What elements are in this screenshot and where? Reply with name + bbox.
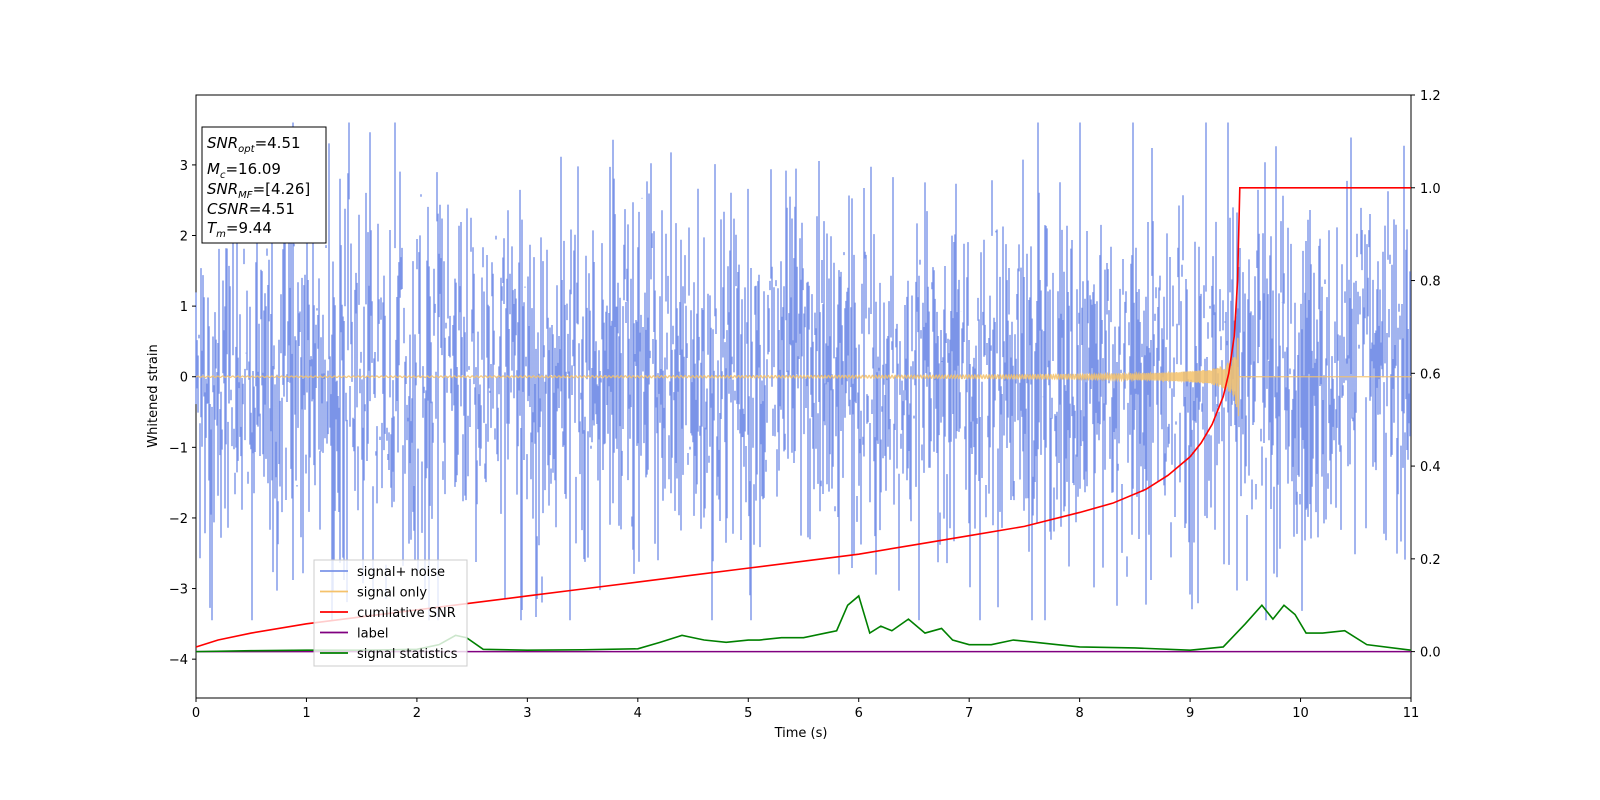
y2-tick-label: 1.0 <box>1420 182 1441 197</box>
x-tick-label: 4 <box>634 706 642 721</box>
info-snr-opt: SNRopt=4.51 <box>207 134 301 155</box>
x-tick-label: 6 <box>855 706 863 721</box>
x-tick-label: 0 <box>192 706 200 721</box>
legend-item-cumulative-snr: cumilative SNR <box>357 606 456 621</box>
info-tm: Tm=9.44 <box>207 219 272 240</box>
y2-tick-label: 0.0 <box>1420 646 1441 661</box>
y-tick-label: −1 <box>169 441 188 456</box>
y-tick-label: −2 <box>169 512 188 527</box>
y-tick-label: 0 <box>180 371 188 386</box>
x-axis-title: Time (s) <box>774 726 828 741</box>
y2-tick-label: 0.4 <box>1420 460 1441 475</box>
y2-tick-label: 0.8 <box>1420 275 1441 290</box>
x-tick-label: 3 <box>523 706 531 721</box>
y-axis-title: Whitened strain <box>146 344 161 447</box>
y-tick-label: −3 <box>169 583 188 598</box>
y2-tick-label: 0.6 <box>1420 367 1441 382</box>
legend-frame <box>313 559 468 667</box>
x-tick-label: 2 <box>413 706 421 721</box>
y-tick-label: 1 <box>180 300 188 315</box>
legend-item-label: label <box>357 627 388 642</box>
x-tick-label: 1 <box>302 706 310 721</box>
series-signal-only <box>195 337 1411 417</box>
y-tick-label: 2 <box>180 230 188 245</box>
legend-item-signal-statistics: signal statistics <box>357 647 458 662</box>
info-csnr: CSNR=4.51 <box>207 200 295 218</box>
legend: signal+ noise signal only cumilative SNR la… <box>313 559 468 667</box>
axes-layer: 0 1 2 3 4 5 6 7 8 9 10 11 −4 −3 −2 −1 0 1 2 3 0.0 0.2 0.4 0.6 0.… <box>169 89 1441 721</box>
y2-tick-label: 1.2 <box>1420 89 1441 104</box>
x-tick-label: 7 <box>965 706 973 721</box>
x-tick-label: 5 <box>744 706 752 721</box>
info-box: SNRopt=4.51 Mc=16.09 SNRMF=[4.26] CSNR=4… <box>201 126 327 244</box>
y-tick-label: −4 <box>169 653 188 668</box>
series-signal-statistics <box>195 594 1412 653</box>
x-tick-label: 10 <box>1292 706 1309 721</box>
legend-item-signal-noise: signal+ noise <box>357 565 445 580</box>
y2-tick-label: 0.2 <box>1420 553 1441 568</box>
series-signal-noise <box>195 122 1411 621</box>
x-tick-label: 11 <box>1403 706 1420 721</box>
info-snr-mf: SNRMF=[4.26] <box>207 180 310 201</box>
x-tick-label: 8 <box>1075 706 1083 721</box>
x-tick-label: 9 <box>1186 706 1194 721</box>
info-box-frame <box>201 126 327 244</box>
legend-item-signal-only: signal only <box>357 586 427 601</box>
info-mc: Mc=16.09 <box>207 160 281 181</box>
y-tick-label: 3 <box>180 159 188 174</box>
